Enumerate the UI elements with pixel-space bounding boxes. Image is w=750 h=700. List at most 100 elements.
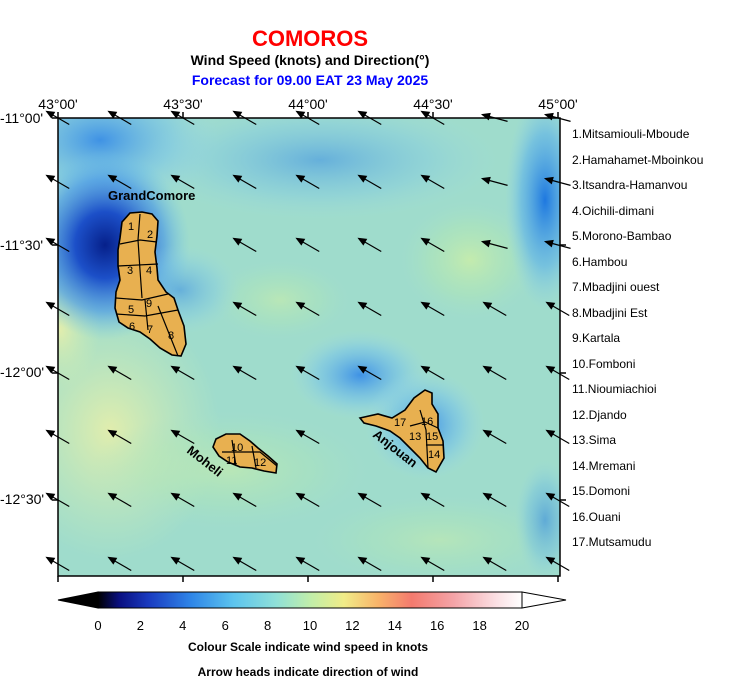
wind-arrow [295, 429, 320, 445]
wind-arrow [232, 492, 257, 508]
region-number: 1 [128, 221, 134, 233]
colorbar [57, 591, 567, 609]
legend-item: 4.Oichili-dimani [572, 203, 655, 218]
wind-arrow [295, 492, 320, 508]
colorbar-tick-label: 2 [137, 618, 144, 633]
region-number: 16 [421, 416, 433, 428]
wind-arrows [45, 110, 571, 572]
legend-item: 11.Nioumiachioi [572, 382, 657, 396]
legend-item: 16.Ouani [572, 509, 621, 524]
lon-label: 45°00' [538, 96, 578, 112]
wind-arrow [543, 239, 571, 249]
legend-item: 15.Domoni [572, 484, 631, 498]
region-number: 8 [168, 330, 174, 342]
wind-arrow [420, 237, 445, 253]
wind-arrow [420, 492, 445, 508]
region-number: 4 [146, 265, 152, 277]
region-number: 11 [226, 455, 237, 467]
region-number: 17 [394, 417, 406, 429]
wind-arrow [170, 429, 195, 445]
wind-arrow [232, 365, 257, 381]
wind-arrow [232, 174, 257, 190]
wind-arrow [357, 237, 382, 253]
island-moheli [212, 433, 278, 474]
wind-speed-field [58, 118, 560, 576]
wind-arrow [232, 301, 257, 317]
colorbar-note-direction: Arrow heads indicate direction of wind [197, 665, 419, 679]
legend-item: 6.Hambou [572, 254, 628, 269]
legend-item: 10.Fomboni [572, 356, 636, 371]
wind-arrow [482, 429, 507, 445]
legend-item: 3.Itsandra-Hamanvou [572, 178, 688, 192]
wind-arrow [357, 174, 382, 190]
island-anjouan [358, 389, 445, 474]
wind-arrow [232, 556, 257, 572]
region-number: 15 [426, 431, 438, 443]
colorbar-tick-label: 18 [472, 618, 486, 633]
region-boundaries [115, 213, 443, 469]
wind-arrow [545, 365, 570, 381]
lat-label: -12°00' [0, 364, 45, 380]
wind-arrow [357, 492, 382, 508]
region-number: 6 [129, 321, 135, 333]
wind-arrow [543, 176, 571, 186]
wind-arrow [107, 492, 132, 508]
legend-item: 7.Mbadjini ouest [572, 280, 660, 294]
colorbar-tick-label: 10 [303, 618, 317, 633]
lon-label: 44°30' [413, 96, 453, 112]
region-number: 10 [231, 442, 243, 454]
colorbar-ticks: 0 2 4 6 8 10 12 14 16 18 20 [94, 618, 529, 633]
wind-arrow [170, 556, 195, 572]
region-number: 9 [146, 298, 152, 310]
wind-arrow [107, 556, 132, 572]
region-number: 2 [147, 229, 153, 241]
wind-arrow [232, 237, 257, 253]
wind-arrow [295, 237, 320, 253]
region-number: 12 [254, 457, 266, 469]
legend-item: 14.Mremani [572, 458, 636, 473]
wind-arrow [170, 492, 195, 508]
lon-label: 44°00' [288, 96, 328, 112]
region-numbers: 1 2 3 4 5 6 7 8 9 10 11 12 13 14 15 16 1… [127, 221, 440, 469]
wind-arrow [480, 176, 508, 186]
legend-item: 8.Mbadjini Est [572, 305, 648, 320]
forecast-time: Forecast for 09.00 EAT 23 May 2025 [191, 72, 429, 88]
wind-arrow [482, 365, 507, 381]
wind-arrow [420, 556, 445, 572]
legend-item: 1.Mitsamiouli-Mboude [572, 127, 690, 141]
colorbar-tick-label: 14 [388, 618, 402, 633]
legend-item: 17.Mutsamudu [572, 535, 652, 549]
map-frame [57, 117, 561, 577]
region-number: 5 [128, 304, 134, 316]
wind-arrow [295, 365, 320, 381]
wind-arrow [107, 429, 132, 445]
region-number: 3 [127, 265, 133, 277]
colorbar-note-speed: Colour Scale indicate wind speed in knot… [187, 640, 429, 654]
wind-arrow [420, 301, 445, 317]
wind-arrow [357, 301, 382, 317]
lon-label: 43°00' [38, 96, 78, 112]
wind-arrow [357, 365, 382, 381]
region-legend: 1.Mitsamiouli-Mboude 2.Hamahamet-Mboinkou… [572, 122, 703, 556]
wind-arrow [170, 365, 195, 381]
legend-item: 2.Hamahamet-Mboinkou [572, 152, 704, 167]
colorbar-tick-label: 8 [264, 618, 271, 633]
wind-arrow [107, 174, 132, 190]
legend-item: 13.Sima [572, 433, 617, 447]
colorbar-tick-label: 12 [345, 618, 359, 633]
wind-arrow [170, 174, 195, 190]
wind-arrow [480, 239, 508, 249]
colorbar-tick-label: 6 [222, 618, 229, 633]
wind-arrow [357, 556, 382, 572]
region-number: 13 [409, 431, 421, 443]
region-number: 7 [147, 324, 153, 336]
wind-arrow [295, 174, 320, 190]
legend-item: 9.Kartala [572, 331, 621, 345]
map-subtitle: Wind Speed (knots) and Direction(°) [190, 52, 430, 68]
colorbar-tick-label: 4 [179, 618, 186, 633]
wind-arrow [295, 556, 320, 572]
wind-arrow [545, 301, 570, 317]
wind-arrow [295, 301, 320, 317]
colorbar-tick-label: 0 [94, 618, 101, 633]
